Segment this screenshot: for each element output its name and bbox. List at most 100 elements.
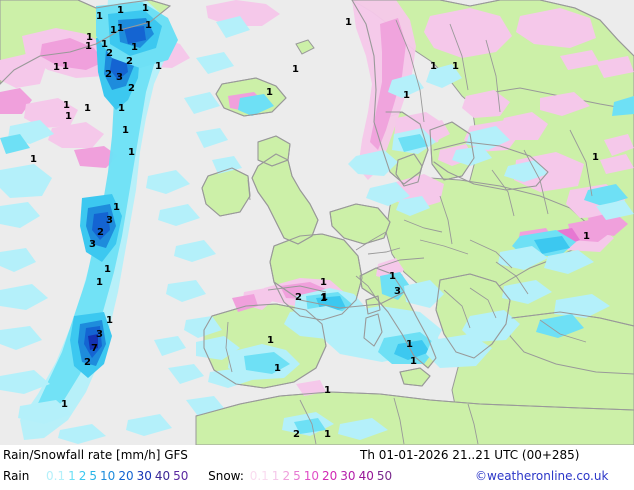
- rain-baltic-r: [466, 126, 510, 150]
- rain-color-scale: 0.1 1 2 5 10 20 30 40 50: [46, 469, 191, 483]
- snow-ne-1: [604, 134, 634, 156]
- snow-color-scale: 0.1 1 2 5 10 20 30 40 50: [250, 469, 395, 483]
- map-canvas: [0, 0, 634, 445]
- rain-sct-14: [184, 316, 222, 338]
- coast-denmark: [395, 153, 423, 187]
- rain-sct-21: [196, 52, 234, 74]
- border-tr-1: [539, 319, 587, 343]
- border-fr-it: [355, 275, 377, 299]
- rain-sweden-r: [426, 64, 462, 88]
- rain-sicily-core: [394, 340, 430, 360]
- border-by-1: [491, 169, 515, 217]
- coast-iberia: [203, 303, 327, 389]
- snow-morocco: [296, 380, 326, 396]
- snow-kola: [516, 8, 596, 48]
- coast-sicily: [399, 367, 431, 387]
- rain-uk-core3: [124, 26, 146, 44]
- border-pl-ua: [469, 239, 513, 269]
- rain-ne-r1: [584, 184, 628, 206]
- rain-sct-10: [146, 170, 190, 194]
- rain-sct-22: [184, 92, 220, 114]
- coast-balkans: [435, 273, 511, 359]
- rain-russia-r: [536, 314, 584, 338]
- border-balkan-1: [443, 289, 471, 329]
- snow-scale-label: Snow:: [208, 469, 244, 483]
- rain-scale-step-2: 2: [78, 469, 87, 483]
- rain-poland-r: [452, 146, 492, 166]
- coast-sardinia: [363, 313, 383, 347]
- rain-sct-16: [168, 364, 204, 384]
- rain-biscay-2: [244, 352, 290, 374]
- snow-nw-scot2: [0, 88, 32, 114]
- border-de-cz: [403, 219, 443, 233]
- border-af-1: [299, 399, 317, 445]
- rain-atlantic-core-south4: [88, 334, 98, 350]
- border-alps-ch: [367, 247, 401, 255]
- coast-med-north: [273, 281, 405, 309]
- rain-iceland-s: [238, 94, 274, 116]
- snow-scale-step-1: 1: [271, 469, 280, 483]
- snow-bs-1: [568, 218, 614, 242]
- rain-scale-step-20: 20: [118, 469, 134, 483]
- rain-sct-3: [0, 248, 36, 272]
- border-fr-de: [355, 231, 387, 251]
- coast-britain: [251, 153, 319, 245]
- snow-spain-nw: [232, 294, 258, 312]
- rain-sct-2: [0, 202, 40, 228]
- rain-sct-11: [158, 204, 200, 226]
- rain-ne-r3: [612, 96, 634, 116]
- coast-scotland: [257, 135, 291, 167]
- border-ru-1: [523, 149, 549, 215]
- land-central-europe: [385, 177, 591, 301]
- rain-nl: [366, 182, 410, 206]
- rain-algeria: [338, 418, 388, 440]
- rain-sct-17: [186, 396, 224, 416]
- land-smallisle-north: [295, 39, 315, 55]
- rain-sct-23: [196, 128, 228, 148]
- border-fi-ru: [485, 39, 501, 113]
- snow-lapland: [424, 8, 512, 58]
- rain-greece: [462, 310, 520, 342]
- border-it-at: [375, 257, 425, 269]
- coast-baltic-sea: [433, 141, 549, 191]
- rain-norway-r: [388, 74, 424, 98]
- snow-scale-step-2: 2: [282, 469, 291, 483]
- rain-eastmed: [554, 294, 610, 318]
- rain-sct-12: [174, 240, 216, 262]
- rain-morocco2: [294, 418, 326, 434]
- snow-scale-step-30: 30: [340, 469, 356, 483]
- rain-sct-15: [154, 336, 186, 356]
- rain-turkey-r: [498, 246, 548, 270]
- footer-scale-row: Rain 0.1 1 2 5 10 20 30 40 50 Snow: 0.1 1 2 5 10 20 30…: [3, 469, 397, 483]
- rain-precip-group: [0, 0, 634, 444]
- rain-sct-7: [18, 400, 72, 424]
- border-se-fi: [449, 23, 469, 91]
- rain-scale-step-50: 50: [173, 469, 189, 483]
- rain-sct-18: [126, 414, 172, 436]
- coast-iceland: [215, 77, 287, 117]
- border-ru-2: [569, 129, 593, 197]
- snow-ne-2: [600, 154, 634, 174]
- rain-scale-step-5: 5: [89, 469, 98, 483]
- rain-sct-5: [0, 326, 42, 350]
- coast-benelux: [329, 203, 391, 245]
- rain-scale-step-0.1: 0.1: [46, 469, 66, 483]
- rain-atlantic-band-mid: [34, 4, 158, 418]
- rain-sct-19: [58, 424, 106, 444]
- coast-greenland: [0, 0, 171, 85]
- rain-blacksea2: [534, 236, 570, 254]
- snow-faroes: [206, 0, 280, 26]
- rain-sct-4: [0, 284, 48, 310]
- snow-scale-step-40: 40: [358, 469, 374, 483]
- snow-ne-4: [596, 56, 634, 78]
- border-af-3: [467, 403, 479, 445]
- border-no-se: [395, 19, 425, 123]
- coast-sweden-baltic: [429, 121, 475, 181]
- coastline-group: [0, 0, 634, 417]
- rain-ne-r2: [596, 200, 634, 220]
- rain-scale-step-30: 30: [136, 469, 152, 483]
- border-balkan-2: [469, 287, 497, 319]
- rain-sct-13: [166, 280, 206, 302]
